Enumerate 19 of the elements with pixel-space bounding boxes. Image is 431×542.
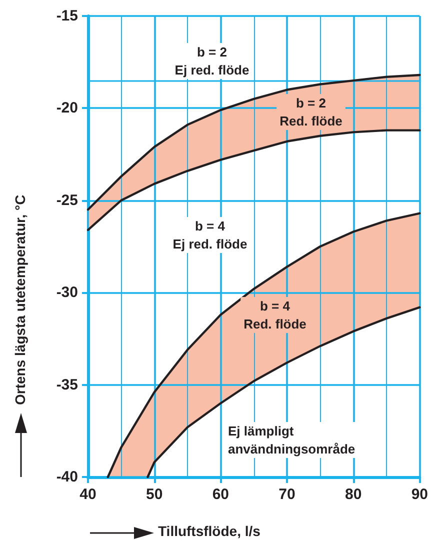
x-tick-label: 60: [212, 486, 230, 503]
x-tick-label: 70: [278, 486, 296, 503]
y-tick-label: -15: [56, 8, 78, 24]
y-tick-label: -20: [56, 100, 78, 117]
y-tick-label: -25: [56, 192, 78, 209]
annotation: b = 2 Ej red. flöde: [174, 44, 250, 78]
x-tick-label: 50: [146, 486, 163, 503]
y-axis-title: Ortens lägsta utetemperatur, °C: [12, 194, 28, 405]
x-tick-label: 40: [80, 486, 96, 503]
y-tick-label: -30: [56, 284, 78, 302]
x-tick-label: 90: [411, 486, 428, 503]
annotation: b = 4 Red. flöde: [244, 298, 306, 332]
annotation: b = 2 Red. flöde: [280, 96, 342, 128]
x-axis-title: Tilluftsflöde, l/s: [158, 523, 260, 539]
y-tick-label: -35: [56, 376, 78, 394]
x-tick-label: 80: [344, 486, 362, 503]
annotation: Ej lämpligt användningsområde: [228, 424, 356, 456]
y-tick-label: -40: [56, 468, 78, 486]
annotation: b = 4 Ej red. flöde: [172, 218, 248, 252]
